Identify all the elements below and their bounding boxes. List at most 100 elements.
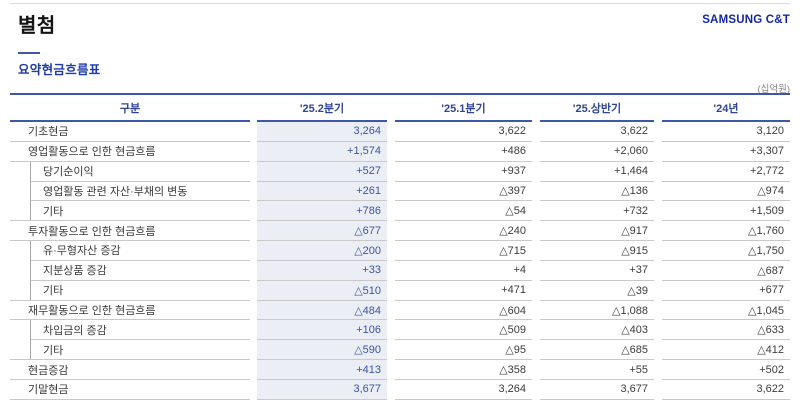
table-row: 현금증감 +413 △358 +55 +502 <box>10 360 790 380</box>
value-cell: +106 <box>257 320 387 341</box>
row-label: 기타 <box>30 201 250 221</box>
table-row: 차입금의 증감 +106 △509 △403 △633 <box>10 320 790 341</box>
value-cell: △604 <box>395 301 532 321</box>
value-cell: +261 <box>257 181 387 202</box>
value-cell: △917 <box>540 221 654 242</box>
value-cell: △358 <box>395 360 532 380</box>
value-cell: △54 <box>395 201 532 222</box>
value-cell: +413 <box>257 360 387 380</box>
value-cell: △677 <box>257 221 387 242</box>
row-label-cell: 기말현금 <box>10 380 250 400</box>
value-cell: △240 <box>395 221 532 242</box>
row-label-cell: 기초현금 <box>10 122 250 142</box>
table-body: 기초현금 3,264 3,622 3,622 3,120 영업활동으로 인한 현금흐름 +1… <box>10 122 790 400</box>
brand-logo: SAMSUNG C&T <box>702 14 790 26</box>
row-label-cell: 기타 <box>10 201 250 222</box>
table-header-row: 구분 '25.2분기 '25.1분기 '25.상반기 '24년 <box>10 93 790 122</box>
value-cell: △509 <box>395 320 532 341</box>
value-cell: △136 <box>540 182 654 202</box>
value-cell: △95 <box>395 340 532 361</box>
value-cell: △39 <box>540 281 654 301</box>
row-label-cell: 현금증감 <box>10 360 250 380</box>
row-label: 지분상품 증감 <box>30 260 250 281</box>
table-row: 당기순이익 +527 +937 +1,464 +2,772 <box>10 161 790 182</box>
cashflow-table: 구분 '25.2분기 '25.1분기 '25.상반기 '24년 기초현금 3,264 3,6… <box>10 93 790 400</box>
row-label-cell: 지분상품 증감 <box>10 260 250 281</box>
value-cell: +2,060 <box>540 142 654 162</box>
row-label: 현금증감 <box>28 364 69 377</box>
value-cell: +527 <box>257 161 387 182</box>
value-cell: △412 <box>662 340 790 361</box>
value-cell: +33 <box>257 260 387 281</box>
value-cell: △715 <box>395 241 532 261</box>
table-row: 영업활동으로 인한 현금흐름 +1,574 +486 +2,060 +3,307 <box>10 141 790 162</box>
value-cell: △974 <box>662 182 790 202</box>
column-header: 구분 <box>10 95 250 122</box>
row-label-cell: 재무활동으로 인한 현금흐름 <box>10 301 250 321</box>
value-cell: +1,574 <box>257 141 387 162</box>
row-label-cell: 영업활동으로 인한 현금흐름 <box>10 142 250 162</box>
row-label: 차입금의 증감 <box>30 320 250 341</box>
top-divider <box>10 3 790 4</box>
row-label-cell: 기타 <box>10 340 250 361</box>
value-cell: 3,264 <box>257 122 387 142</box>
row-label: 유·무형자산 증감 <box>30 241 250 261</box>
table-row: 유·무형자산 증감 △200 △715 △915 △1,750 <box>10 241 790 261</box>
unit-note: (십억원) <box>757 84 790 95</box>
column-header: '25.1분기 <box>395 95 532 122</box>
value-cell: +732 <box>540 201 654 222</box>
value-cell: △484 <box>257 300 387 321</box>
value-cell: 3,622 <box>662 380 790 400</box>
value-cell: △915 <box>540 241 654 261</box>
row-label-cell: 투자활동으로 인한 현금흐름 <box>10 221 250 242</box>
column-header: '25.상반기 <box>540 95 654 122</box>
value-cell: △590 <box>257 340 387 361</box>
value-cell: +3,307 <box>662 142 790 162</box>
value-cell: △200 <box>257 241 387 261</box>
page-title: 별첨 <box>18 15 56 37</box>
row-label: 기말현금 <box>28 384 69 397</box>
value-cell: +937 <box>395 162 532 182</box>
row-label-cell: 당기순이익 <box>10 161 250 182</box>
table-row: 기타 △590 △95 △685 △412 <box>10 340 790 361</box>
value-cell: △1,750 <box>662 241 790 261</box>
value-cell: △397 <box>395 182 532 202</box>
value-cell: △1,088 <box>540 301 654 321</box>
value-cell: +2,772 <box>662 162 790 182</box>
value-cell: △1,760 <box>662 221 790 242</box>
value-cell: +1,464 <box>540 162 654 182</box>
column-header: '24년 <box>662 95 790 122</box>
value-cell: 3,677 <box>257 379 387 400</box>
row-label: 재무활동으로 인한 현금흐름 <box>28 305 156 318</box>
section-accent-dash <box>18 52 40 54</box>
value-cell: +486 <box>395 142 532 162</box>
table-row: 기초현금 3,264 3,622 3,622 3,120 <box>10 122 790 142</box>
value-cell: 3,264 <box>395 380 532 400</box>
row-label: 영업활동 관련 자산·부채의 변동 <box>30 181 250 202</box>
row-label: 기초현금 <box>28 126 69 139</box>
value-cell: +677 <box>662 281 790 301</box>
value-cell: +1,509 <box>662 201 790 222</box>
value-cell: 3,622 <box>540 122 654 142</box>
table-row: 기말현금 3,677 3,264 3,677 3,622 <box>10 379 790 400</box>
value-cell: △685 <box>540 340 654 361</box>
table-row: 투자활동으로 인한 현금흐름 △677 △240 △917 △1,760 <box>10 221 790 242</box>
table-row: 영업활동 관련 자산·부채의 변동 +261 △397 △136 △974 <box>10 181 790 202</box>
row-label-cell: 기타 <box>10 280 250 301</box>
value-cell: +4 <box>395 261 532 281</box>
value-cell: 3,120 <box>662 122 790 142</box>
table-row: 재무활동으로 인한 현금흐름 △484 △604 △1,088 △1,045 <box>10 300 790 321</box>
value-cell: +786 <box>257 201 387 222</box>
row-label: 기타 <box>30 340 250 360</box>
value-cell: △1,045 <box>662 301 790 321</box>
value-cell: △687 <box>662 261 790 281</box>
section-title: 요약현금흐름표 <box>18 63 101 77</box>
value-cell: 3,622 <box>395 122 532 142</box>
row-label-cell: 차입금의 증감 <box>10 320 250 341</box>
row-label: 기타 <box>30 280 250 300</box>
value-cell: +471 <box>395 281 532 301</box>
value-cell: +37 <box>540 261 654 281</box>
table-row: 지분상품 증감 +33 +4 +37 △687 <box>10 260 790 281</box>
value-cell: △510 <box>257 280 387 301</box>
